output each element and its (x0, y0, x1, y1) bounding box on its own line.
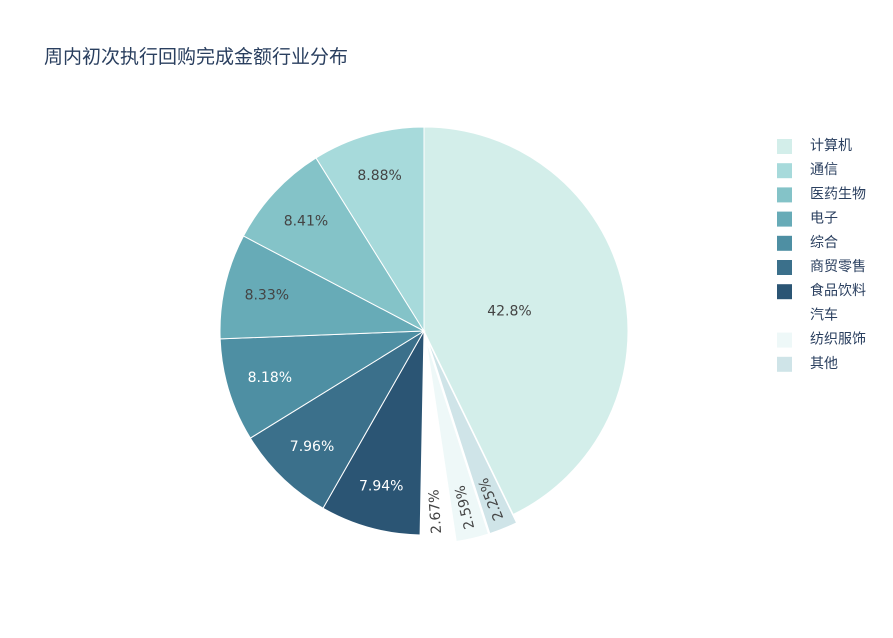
legend-swatch-2 (777, 187, 792, 203)
slice-6 (322, 330, 425, 536)
legend-swatch-5 (777, 260, 792, 275)
slice-1 (315, 126, 425, 333)
legend-swatch-1 (777, 163, 792, 179)
slice-label-3: 8.33% (245, 287, 289, 303)
slice-4 (219, 330, 426, 439)
legend-label-9: 其他 (810, 356, 838, 372)
slice-label-2: 8.41% (284, 213, 328, 229)
chart-title: 周内初次执行回购完成金额行业分布 (44, 46, 348, 68)
legend-swatch-6 (777, 284, 792, 300)
pie-slices (219, 126, 629, 545)
slice-label-1: 8.88% (357, 168, 401, 184)
slice-label-5: 7.96% (290, 439, 334, 455)
slice-label-4: 8.18% (248, 370, 292, 386)
legend-swatch-9 (777, 356, 792, 372)
slice-2 (242, 157, 426, 333)
legend-label-7: 汽车 (810, 306, 838, 323)
slice-8 (425, 339, 490, 543)
legend-swatch-0 (777, 139, 792, 154)
slice-label-6: 7.94% (359, 478, 403, 494)
legend-swatch-4 (777, 235, 792, 251)
slice-0 (423, 126, 629, 516)
legend-label-0: 计算机 (810, 138, 852, 154)
legend-label-6: 食品饮料 (810, 282, 866, 299)
legend-label-2: 医药生物 (810, 186, 866, 202)
slice-label-0: 42.8% (487, 303, 531, 319)
legend-swatch-7 (777, 308, 792, 324)
legend-swatch-8 (777, 332, 792, 348)
legend-label-4: 综合 (810, 235, 838, 251)
legend-label-3: 电子 (810, 211, 838, 227)
slice-7 (420, 339, 456, 545)
slice-5 (249, 330, 425, 509)
slice-3 (219, 235, 426, 340)
slice-label-7: 2.67% (426, 489, 445, 534)
legend-swatch-3 (777, 211, 792, 227)
legend-label-8: 纺织服饰 (810, 332, 866, 348)
legend-label-5: 商贸零售 (810, 259, 866, 275)
legend-label-1: 通信 (810, 162, 838, 178)
slice-9 (426, 339, 518, 535)
